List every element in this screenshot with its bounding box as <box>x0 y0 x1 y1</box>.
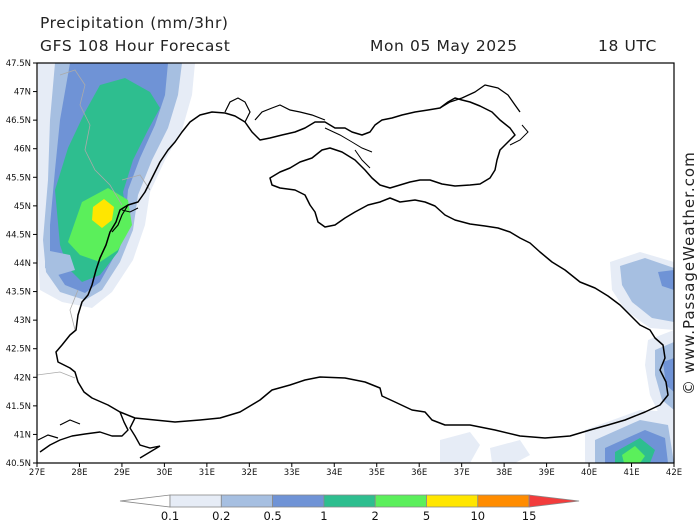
longitude-axis: 27E 28E 29E 30E 31E 32E 33E 34E 35E 36E 37E 38E 39E 4… <box>29 463 682 478</box>
colorbar-swatch <box>426 494 479 508</box>
lon-label: 35E <box>369 468 385 478</box>
lat-label: 42N <box>14 373 31 383</box>
lat-label: 46.5N <box>6 116 31 126</box>
colorbar-swatch <box>169 494 222 508</box>
lon-label: 34E <box>326 468 342 478</box>
lat-label: 46N <box>14 145 31 155</box>
forecast-subtitle: GFS 108 Hour Forecast <box>40 37 231 55</box>
lat-label: 45N <box>14 202 31 212</box>
precipitation-layer <box>38 63 674 463</box>
lat-label: 42.5N <box>6 345 31 355</box>
lon-label: 29E <box>114 468 130 478</box>
lon-label: 38E <box>496 468 512 478</box>
coastline <box>55 97 669 439</box>
lat-label: 43N <box>14 316 31 326</box>
latitude-axis: 47.5N 47N 46.5N 46N 45.5N 45N 44.5N 44N 43.5N 43N… <box>6 59 37 469</box>
lat-label: 40.5N <box>6 459 31 469</box>
colorbar-label: 0.5 <box>263 509 281 523</box>
colorbar-label: 0.2 <box>212 509 230 523</box>
lon-label: 37E <box>454 468 470 478</box>
lon-label: 31E <box>199 468 215 478</box>
colorbar-min-arrow <box>119 494 171 508</box>
precip-area-intense <box>92 199 114 228</box>
colorbar-swatch <box>323 494 376 508</box>
lon-label: 32E <box>241 468 257 478</box>
lat-label: 43.5N <box>6 288 31 298</box>
lat-label: 47N <box>14 88 31 98</box>
colorbar-label: 2 <box>372 509 379 523</box>
lat-label: 45.5N <box>6 173 31 183</box>
lat-label: 41N <box>14 430 31 440</box>
colorbar-swatch <box>477 494 530 508</box>
colorbar-swatch <box>374 494 427 508</box>
precip-colorbar: 0.1 0.2 0.5 1 2 5 10 15 <box>119 494 580 523</box>
colorbar-max-arrow <box>528 494 580 508</box>
lon-label: 42E <box>666 468 682 478</box>
map-title: Precipitation (mm/3hr) <box>40 14 229 32</box>
lon-label: 30E <box>156 468 172 478</box>
country-border <box>59 69 123 206</box>
lon-label: 41E <box>623 468 639 478</box>
colorbar-swatch <box>272 494 325 508</box>
lat-label: 41.5N <box>6 402 31 412</box>
lon-label: 36E <box>411 468 427 478</box>
colorbar-label: 1 <box>320 509 327 523</box>
lon-label: 40E <box>581 468 597 478</box>
colorbar-label: 5 <box>423 509 430 523</box>
lat-label: 44N <box>14 259 31 269</box>
lon-label: 39E <box>539 468 555 478</box>
lon-label: 27E <box>29 468 45 478</box>
coastline-layer <box>37 69 669 459</box>
lat-label: 44.5N <box>6 230 31 240</box>
colorbar-label: 15 <box>522 509 537 523</box>
colorbar-swatch <box>220 494 274 508</box>
colorbar-label: 10 <box>470 509 485 523</box>
forecast-time: 18 UTC <box>598 37 657 55</box>
colorbar-label: 0.1 <box>161 509 179 523</box>
lon-label: 33E <box>284 468 300 478</box>
lon-label: 28E <box>71 468 87 478</box>
lat-label: 47.5N <box>6 59 31 69</box>
forecast-date: Mon 05 May 2025 <box>370 37 518 55</box>
